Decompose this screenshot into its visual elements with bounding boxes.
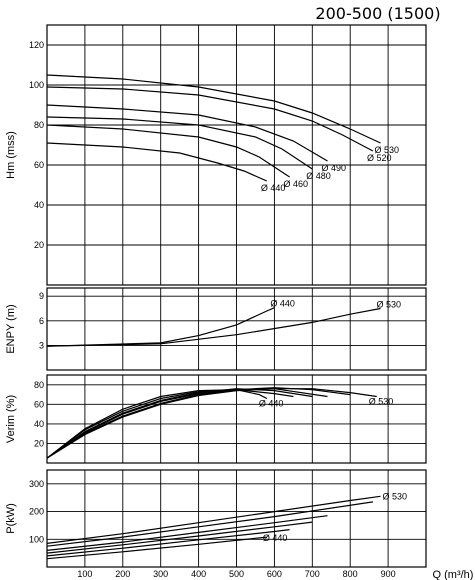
series-line	[46, 495, 381, 544]
series-line	[46, 536, 267, 560]
y-tick-label: 3	[39, 340, 44, 350]
series-label: Ø 530	[375, 145, 400, 155]
series-line	[46, 388, 377, 459]
series-line	[46, 529, 290, 557]
series-line	[46, 388, 328, 459]
series-line	[46, 104, 328, 162]
x-tick-label: 900	[381, 569, 396, 579]
x-tick-label: 500	[229, 569, 244, 579]
x-tick-label: 100	[77, 569, 92, 579]
series-line	[46, 307, 275, 347]
y-tick-label: 20	[34, 438, 44, 448]
series-line	[46, 74, 381, 144]
y-axis-label: Verim (%)	[5, 395, 17, 443]
y-tick-label: 80	[34, 120, 44, 130]
x-axis-ticks: 100 200 300 400 500 600 700 800 900	[77, 569, 395, 579]
chart-title: 200-500 (1500)	[315, 4, 440, 23]
series-label: Ø 530	[383, 491, 408, 501]
series-label: Ø 490	[321, 163, 346, 173]
y-tick-label: 9	[39, 291, 44, 301]
x-tick-label: 700	[305, 569, 320, 579]
y-axis-label: ENPY (m)	[5, 304, 17, 353]
series-line	[46, 116, 313, 170]
series-label: Ø 440	[259, 398, 284, 408]
y-tick-label: 40	[34, 200, 44, 210]
series-line	[46, 389, 268, 459]
x-tick-label: 600	[267, 569, 282, 579]
panel-frame	[46, 374, 427, 464]
panel-frame	[46, 287, 427, 371]
series-label: Ø 460	[284, 179, 309, 189]
x-tick-label: 400	[191, 569, 206, 579]
y-tick-label: 60	[34, 399, 44, 409]
y-axis-label: Hm (mss)	[5, 131, 17, 179]
y-tick-label: 6	[39, 316, 44, 326]
series-label: Ø 520	[367, 153, 392, 163]
x-axis-label: Q (m³/h)	[433, 569, 474, 580]
series-label: Ø 440	[270, 299, 295, 309]
series-label: Ø 530	[369, 397, 394, 407]
panel-frame	[46, 24, 427, 286]
series-label: Ø 480	[306, 171, 331, 181]
series-line	[46, 86, 374, 152]
y-axis-label: P(kW)	[5, 503, 17, 534]
y-tick-label: 120	[29, 40, 44, 50]
x-tick-label: 300	[153, 569, 168, 579]
series-line	[46, 142, 268, 182]
chart-panel-4: 100 200 300 P(kW) Ø 530 Ø 440	[5, 469, 427, 568]
series-line	[46, 501, 373, 547]
series-line	[46, 521, 313, 554]
y-tick-label: 100	[29, 80, 44, 90]
series-line	[46, 388, 313, 459]
series-line	[46, 307, 381, 347]
chart-panel-2: 3 6 9 ENPY (m) Ø 440 Ø 530	[5, 287, 427, 371]
series-line	[46, 124, 290, 178]
x-tick-label: 200	[115, 569, 130, 579]
y-tick-label: 20	[34, 240, 44, 250]
panel-frame	[46, 469, 427, 568]
y-tick-label: 200	[29, 507, 44, 517]
series-line	[46, 389, 294, 459]
y-tick-label: 60	[34, 160, 44, 170]
series-label: Ø 530	[377, 300, 402, 310]
series-label: Ø 440	[261, 183, 286, 193]
series-label: Ø 440	[263, 533, 288, 543]
y-tick-label: 100	[29, 534, 44, 544]
y-tick-label: 40	[34, 419, 44, 429]
chart-panel-3: 20 40 60 80 Verim (%) Ø 440 Ø 530	[5, 374, 427, 464]
x-tick-label: 800	[343, 569, 358, 579]
y-tick-label: 80	[34, 380, 44, 390]
y-tick-label: 300	[29, 479, 44, 489]
series-line	[46, 515, 328, 551]
